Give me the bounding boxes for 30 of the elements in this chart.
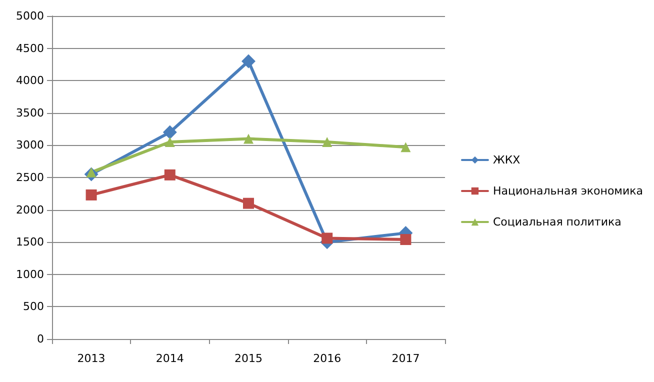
y-tick-label: 1500 [16,236,44,249]
point [164,136,175,147]
point [164,169,176,180]
y-tick-label: 5000 [16,10,44,22]
x-tick-label: 2015 [234,352,262,365]
y-tick-label: 2500 [16,171,44,184]
legend-label: ЖКХ [492,154,521,166]
y-tick-label: 4000 [16,74,44,88]
point [322,136,332,147]
y-tick-label: 1000 [16,268,44,281]
y-tick-label: 2000 [16,203,44,216]
point [400,234,412,246]
y-tick-label: 4500 [16,42,44,55]
point [322,232,333,244]
legend-label: Социальная политика [492,216,622,228]
point [244,134,254,144]
x-tick-label: 2014 [156,352,184,365]
y-tick-label: 3000 [16,138,44,152]
point [243,198,254,209]
point [162,125,177,140]
point [242,54,256,68]
point [86,189,97,200]
y-tick-label: 0 [37,332,44,346]
x-tick-label: 2016 [313,352,342,365]
legend-label: Национальная экономика [492,184,644,198]
x-tick-label: 2017 [392,352,420,365]
x-tick-label: 2013 [77,352,106,365]
point [400,142,411,152]
y-tick-label: 500 [23,300,44,314]
y-tick-label: 3500 [16,106,44,120]
